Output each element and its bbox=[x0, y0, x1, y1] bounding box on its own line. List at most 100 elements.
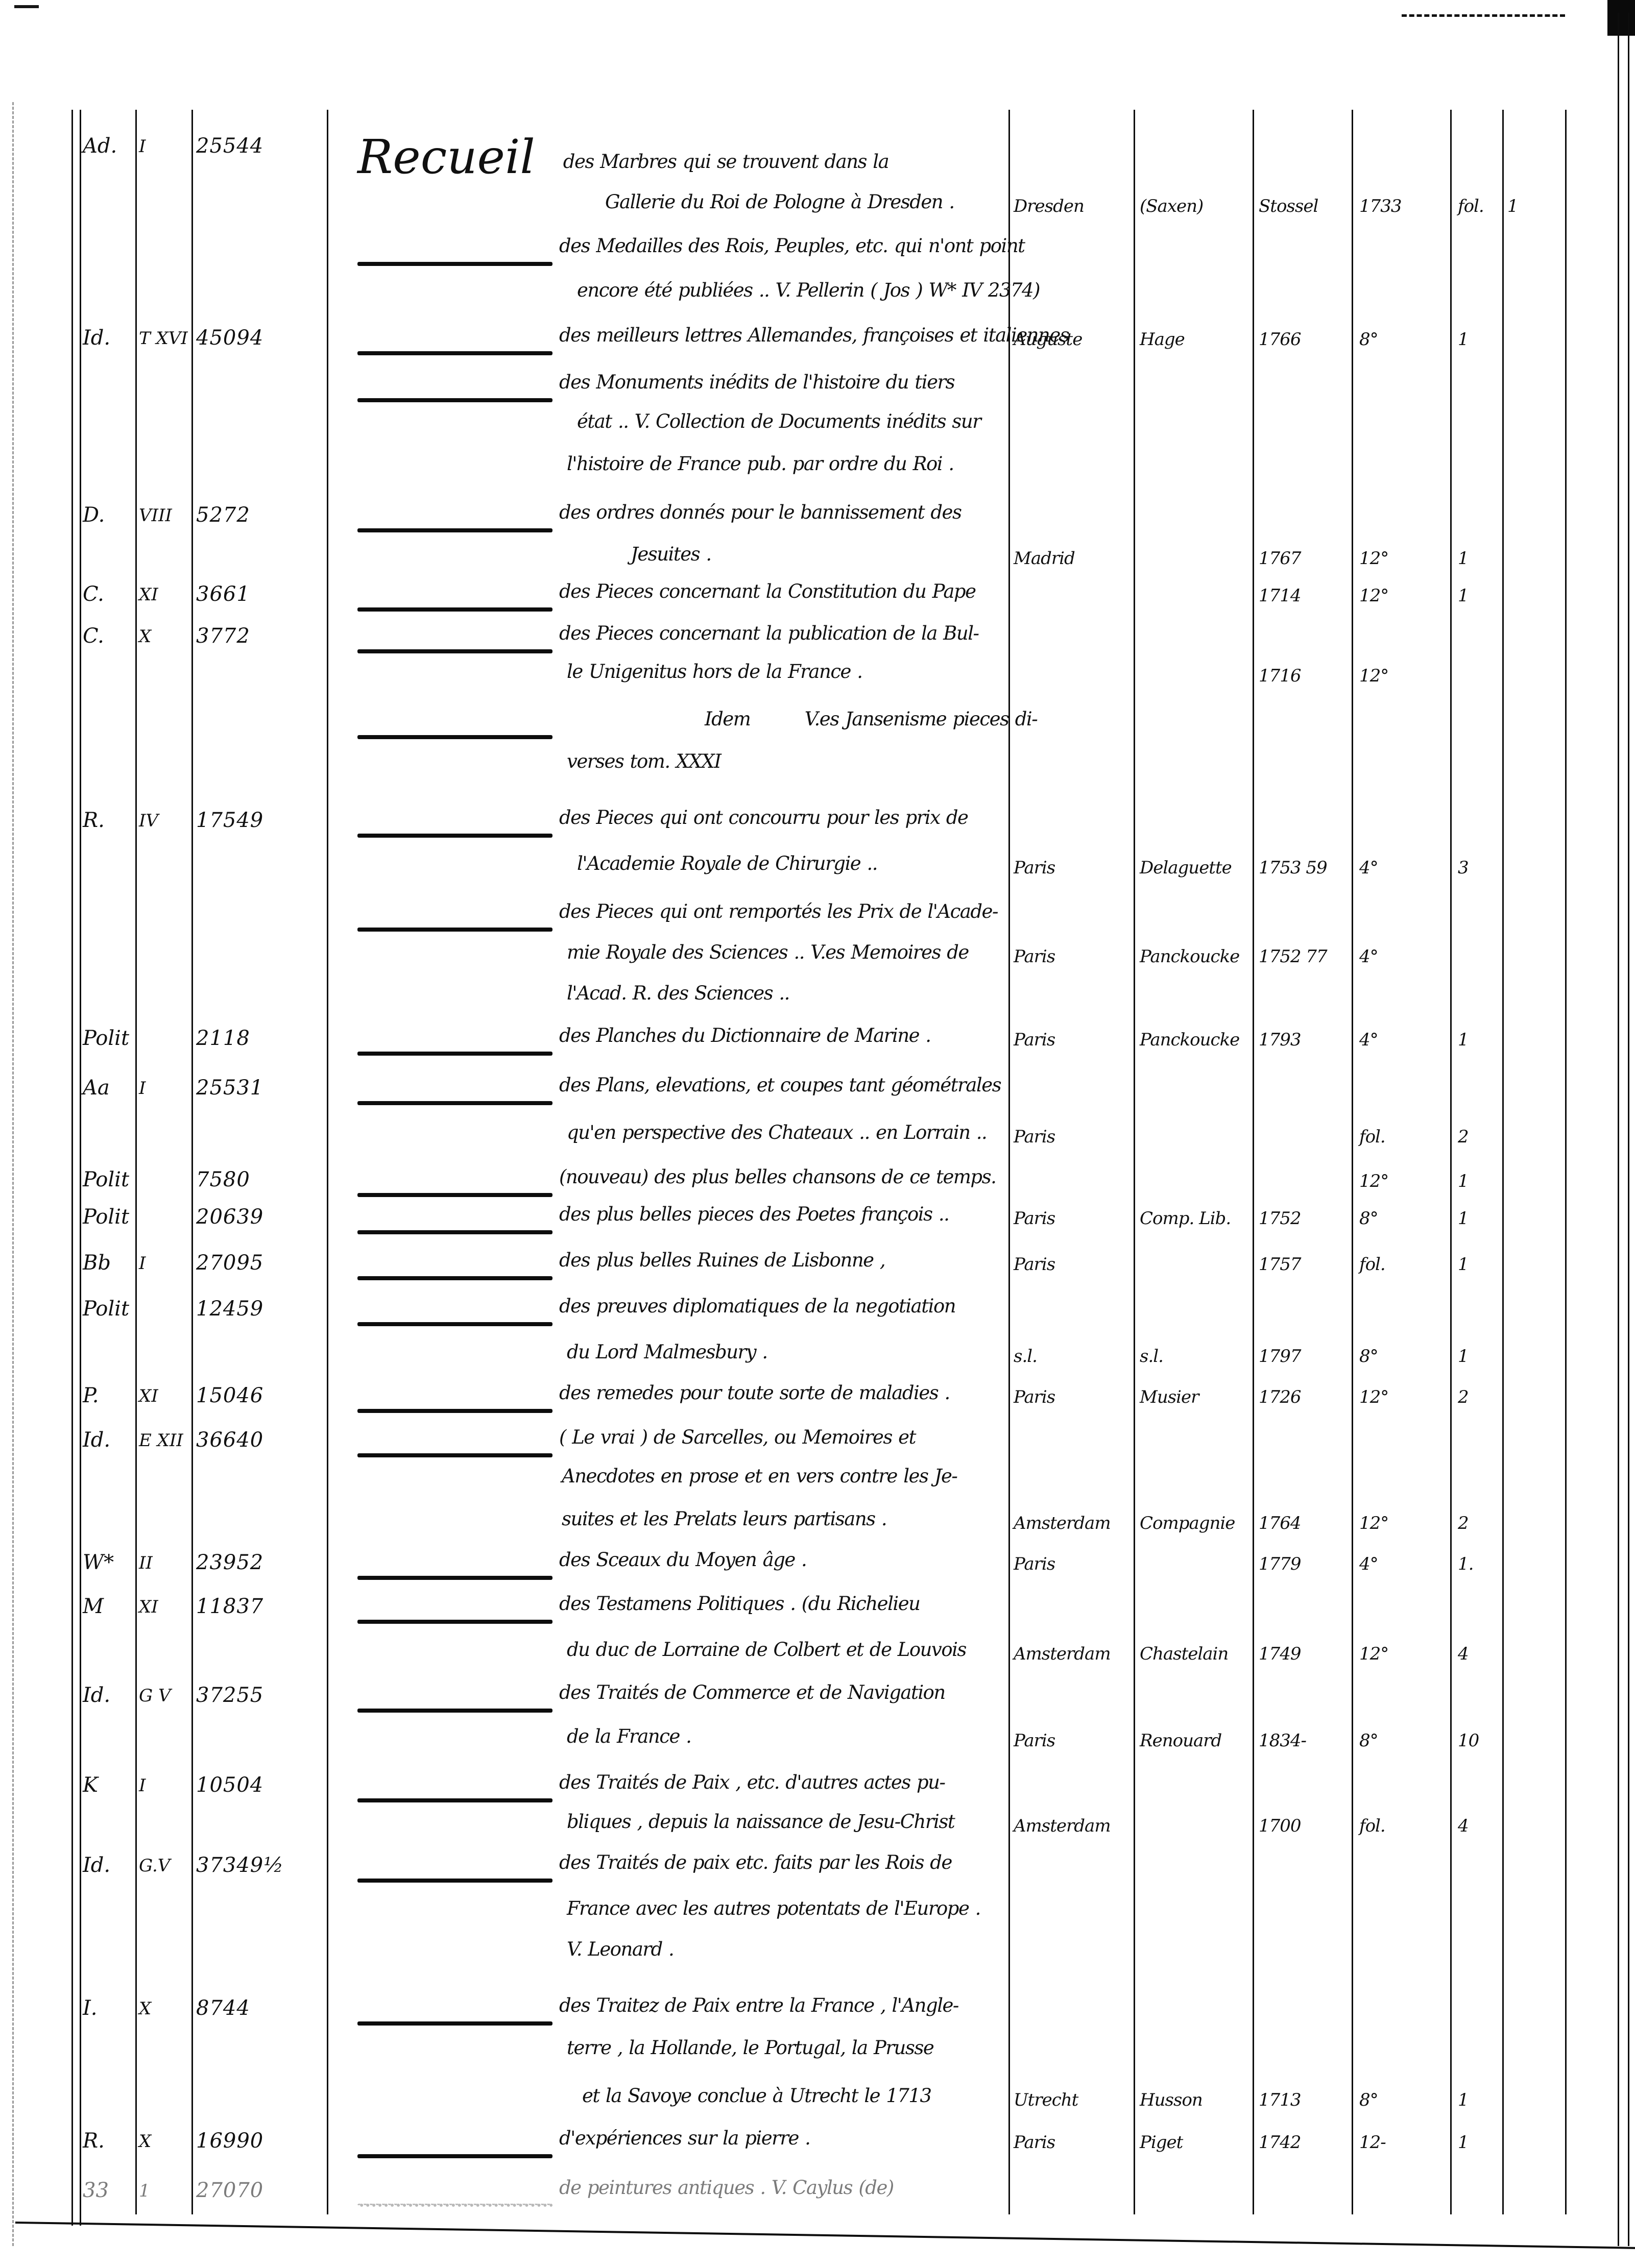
entry-format: fol. bbox=[1359, 1816, 1386, 1836]
entry-number: 20639 bbox=[196, 1205, 264, 1229]
entry-code: Polit bbox=[83, 1205, 130, 1229]
entry-code: R. bbox=[83, 809, 105, 832]
table-column-line bbox=[1134, 110, 1135, 2214]
entry-year: 1726 bbox=[1259, 1387, 1302, 1407]
entry-year: 1752 77 bbox=[1259, 946, 1328, 967]
scan-left-edge-dashes bbox=[12, 102, 14, 2246]
entry-title: des Traitez de Paix entre la France , l'… bbox=[559, 1994, 959, 2016]
table-bottom-rule bbox=[15, 2222, 1635, 2249]
entry-year: 1779 bbox=[1259, 1554, 1302, 1574]
entry-title: des plus belles Ruines de Lisbonne , bbox=[559, 1249, 886, 1271]
entry-format: 4° bbox=[1359, 858, 1379, 878]
entry-title: des ordres donnés pour le bannissement d… bbox=[559, 501, 962, 523]
entry-code: W* bbox=[83, 1551, 114, 1574]
entry-copies: 3 bbox=[1458, 858, 1469, 878]
entry-title: Anecdotes en prose et en vers contre les… bbox=[562, 1465, 958, 1487]
entry-place: Madrid bbox=[1014, 548, 1075, 569]
entry-format: 12° bbox=[1359, 1387, 1389, 1407]
entry-title: des Sceaux du Moyen âge . bbox=[559, 1549, 807, 1571]
entry-title: bliques , depuis la naissance de Jesu-Ch… bbox=[567, 1811, 955, 1833]
entry-title: V. Leonard . bbox=[567, 1938, 675, 1960]
entry-format: 12° bbox=[1359, 1513, 1389, 1533]
entry-volume: I bbox=[139, 1775, 146, 1796]
entry-number: 5272 bbox=[196, 503, 250, 527]
entry-place: Amsterdam bbox=[1014, 1644, 1111, 1664]
entry-copies: 1 bbox=[1458, 548, 1469, 569]
entry-code: Id. bbox=[83, 1854, 111, 1877]
entry-title: d'expériences sur la pierre . bbox=[559, 2127, 811, 2149]
entry-place: Paris bbox=[1014, 2132, 1055, 2153]
entry-number: 3772 bbox=[196, 624, 250, 648]
ditto-dash bbox=[357, 1193, 552, 1197]
entry-place: Paris bbox=[1014, 1554, 1055, 1574]
entry-extra: 1 bbox=[1507, 196, 1519, 216]
entry-place: Amsterdam bbox=[1014, 1816, 1111, 1836]
entry-number: 2118 bbox=[196, 1027, 250, 1050]
entry-title: qu'en perspective des Chateaux .. en Lor… bbox=[567, 1121, 988, 1143]
entry-title: suites et les Prelats leurs partisans . bbox=[562, 1508, 887, 1530]
entry-publisher: Delaguette bbox=[1140, 858, 1232, 878]
entry-year: 1742 bbox=[1259, 2132, 1302, 2153]
entry-title: mie Royale des Sciences .. V.es Memoires… bbox=[567, 941, 969, 963]
entry-copies: 1. bbox=[1458, 1554, 1474, 1574]
entry-publisher: (Saxen) bbox=[1140, 196, 1204, 216]
entry-title: Recueil des Marbres qui se trouvent dans … bbox=[357, 130, 889, 184]
entry-volume: VIII bbox=[139, 505, 172, 526]
ditto-dash bbox=[357, 1322, 552, 1326]
entry-copies: 1 bbox=[1458, 2132, 1469, 2153]
entry-publisher: Renouard bbox=[1140, 1730, 1222, 1751]
table-column-line bbox=[1352, 110, 1353, 2214]
entry-code: K bbox=[83, 1773, 98, 1797]
entry-title: l'Academie Royale de Chirurgie .. bbox=[577, 852, 878, 874]
entry-number: 45094 bbox=[196, 326, 264, 350]
entry-title: (nouveau) des plus belles chansons de ce… bbox=[559, 1166, 997, 1188]
ditto-dash bbox=[357, 398, 552, 402]
ditto-dash bbox=[357, 607, 552, 612]
entry-number: 11837 bbox=[196, 1595, 264, 1618]
entry-place: Paris bbox=[1014, 1730, 1055, 1751]
table-column-line bbox=[135, 110, 137, 2214]
entry-copies: 4 bbox=[1458, 1644, 1469, 1664]
entry-volume: G.V bbox=[139, 1856, 171, 1876]
ditto-dash bbox=[357, 262, 552, 266]
entry-volume: XI bbox=[139, 584, 158, 605]
entry-title: ( Le vrai ) de Sarcelles, ou Memoires et bbox=[559, 1426, 916, 1448]
entry-copies: 2 bbox=[1458, 1387, 1469, 1407]
entry-code: Bb bbox=[83, 1251, 111, 1275]
ditto-dash bbox=[357, 928, 552, 932]
ditto-dash bbox=[357, 1230, 552, 1234]
entry-year: 1797 bbox=[1259, 1346, 1302, 1367]
entry-title: le Unigenitus hors de la France . bbox=[567, 661, 863, 682]
entry-format: 12- bbox=[1359, 2132, 1386, 2153]
entry-place: Paris bbox=[1014, 946, 1055, 967]
entry-number: 37255 bbox=[196, 1684, 264, 1707]
entry-title: des Plans, elevations, et coupes tant gé… bbox=[559, 1074, 1002, 1096]
entry-title: des Pieces qui ont remportés les Prix de… bbox=[559, 900, 998, 922]
entry-title: Idem V.es Jansenisme pieces di- bbox=[705, 708, 1038, 730]
entry-title: des Medailles des Rois, Peuples, etc. qu… bbox=[559, 235, 1025, 257]
entry-code: M bbox=[83, 1595, 104, 1618]
entry-volume: I bbox=[139, 1253, 146, 1274]
ditto-dash bbox=[357, 1709, 552, 1713]
entry-copies: 1 bbox=[1458, 1030, 1469, 1050]
entry-year: 1834- bbox=[1259, 1730, 1307, 1751]
entry-volume: IV bbox=[139, 811, 158, 831]
table-column-line bbox=[327, 110, 328, 2214]
entry-number: 8744 bbox=[196, 1996, 250, 2020]
entry-title: des plus belles pieces des Poetes franço… bbox=[559, 1203, 950, 1225]
entry-code: D. bbox=[83, 503, 105, 527]
entry-format: 8° bbox=[1359, 2090, 1379, 2110]
entry-title: Jesuites . bbox=[631, 543, 712, 565]
entry-place: s.l. bbox=[1014, 1346, 1038, 1367]
scan-corner-block bbox=[1607, 0, 1635, 36]
entry-title: des Traités de Commerce et de Navigation bbox=[559, 1681, 946, 1703]
entry-title: terre , la Hollande, le Portugal, la Pru… bbox=[567, 2037, 934, 2059]
entry-year: Stossel bbox=[1259, 196, 1318, 216]
scan-mark-top-left bbox=[14, 5, 39, 8]
entry-format: fol. bbox=[1359, 1254, 1386, 1275]
entry-year: 1714 bbox=[1259, 586, 1302, 606]
entry-publisher: Compagnie bbox=[1140, 1513, 1235, 1533]
entry-title: des Pieces concernant la publication de … bbox=[559, 622, 979, 644]
entry-format: 8° bbox=[1359, 1208, 1379, 1229]
entry-publisher: Comp. Lib. bbox=[1140, 1208, 1231, 1229]
